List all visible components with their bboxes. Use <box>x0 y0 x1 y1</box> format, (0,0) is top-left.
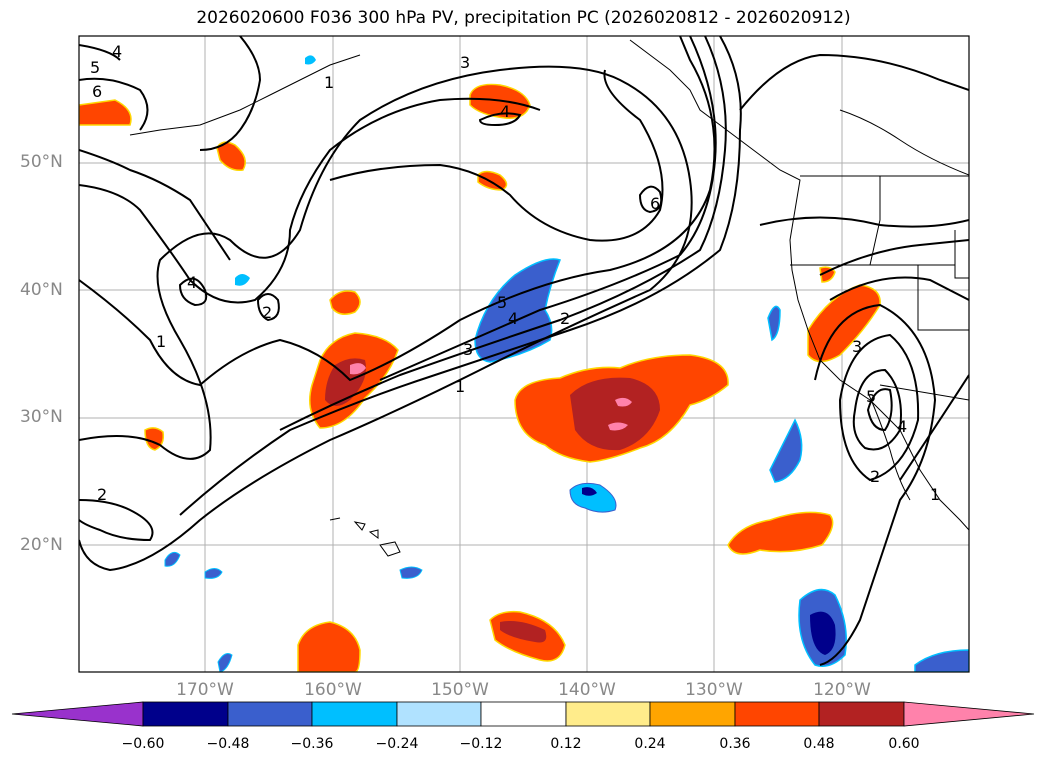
contour-label: 4 <box>112 42 122 61</box>
lat-label: 50°N <box>20 152 63 172</box>
contour-label: 3 <box>460 53 470 72</box>
colorbar-tick: −0.36 <box>290 736 334 752</box>
contour-label: 5 <box>497 293 507 312</box>
colorbar-extend-low <box>11 701 144 727</box>
contour-label: 1 <box>324 73 334 92</box>
contour-label: 1 <box>930 485 940 504</box>
colorbar-tick: 0.24 <box>634 736 666 752</box>
lat-label: 20°N <box>20 535 63 555</box>
lat-label: 30°N <box>20 407 63 427</box>
precip-negative-areas <box>164 55 969 672</box>
contour-label: 3 <box>852 337 862 356</box>
lat-label: 40°N <box>20 280 63 300</box>
contour-label: 1 <box>156 332 166 351</box>
lon-label: 170°W <box>176 680 234 700</box>
colorbar-tick: 0.48 <box>803 736 835 752</box>
colorbar-tick: −0.48 <box>206 736 250 752</box>
lon-label: 130°W <box>685 680 743 700</box>
contour-label: 4 <box>187 273 197 292</box>
colorbar-extend-high <box>903 701 1035 727</box>
colorbar-tick: −0.12 <box>459 736 503 752</box>
contour-label: 4 <box>500 102 510 121</box>
lon-label: 140°W <box>558 680 616 700</box>
contour-label: 6 <box>650 194 660 213</box>
colorbar-tick: 0.36 <box>719 736 751 752</box>
hawaii-islands <box>329 517 401 557</box>
contour-label: 2 <box>262 303 272 322</box>
lon-label: 150°W <box>431 680 489 700</box>
contour-label: 6 <box>92 82 102 101</box>
lon-label: 160°W <box>304 680 362 700</box>
map-title: 2026020600 F036 300 hPa PV, precipitatio… <box>196 8 851 28</box>
contour-label: 4 <box>897 417 907 436</box>
colorbar-tick: 0.60 <box>888 736 920 752</box>
contour-label: 1 <box>455 377 465 396</box>
contour-label: 2 <box>97 485 107 504</box>
contour-label: 2 <box>560 309 570 328</box>
colorbar <box>11 701 1035 727</box>
colorbar-tick: −0.24 <box>375 736 419 752</box>
lon-label: 120°W <box>813 680 871 700</box>
map-frame <box>78 35 970 673</box>
contour-label: 3 <box>463 340 473 359</box>
colorbar-tick: 0.12 <box>550 736 582 752</box>
contour-label: 2 <box>870 467 880 486</box>
contour-label: 5 <box>866 387 876 406</box>
colorbar-tick: −0.60 <box>121 736 165 752</box>
pv-contours <box>79 36 969 666</box>
contour-label: 4 <box>508 309 518 328</box>
contour-label: 5 <box>90 58 100 77</box>
